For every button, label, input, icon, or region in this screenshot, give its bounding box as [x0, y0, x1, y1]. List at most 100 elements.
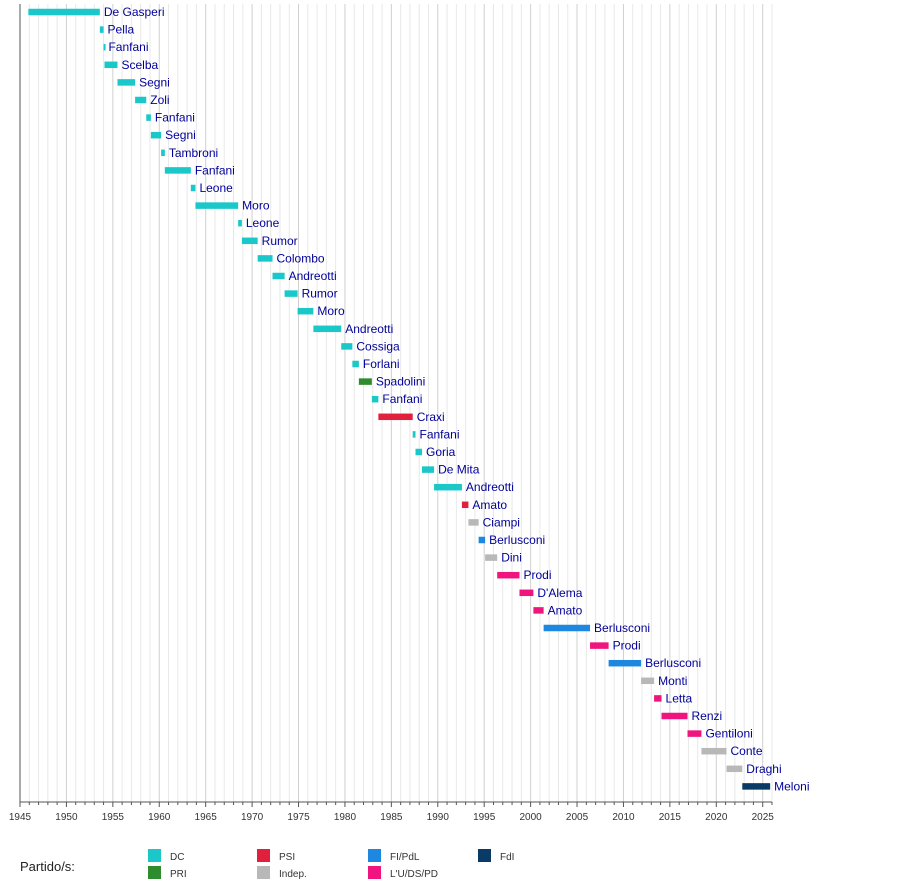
bar-label: Andreotti — [345, 322, 393, 336]
bar — [533, 607, 544, 614]
bar-label: Fanfani — [419, 427, 459, 441]
bar — [135, 96, 147, 104]
x-tick-label: 1965 — [195, 812, 218, 823]
bar — [313, 325, 342, 333]
x-tick-label: 1950 — [55, 812, 78, 823]
bar — [164, 167, 191, 174]
bar-label: Pella — [108, 23, 135, 37]
bar-label: Andreotti — [289, 269, 337, 283]
bar — [378, 413, 413, 421]
x-tick-label: 1985 — [380, 812, 403, 823]
bar — [150, 131, 162, 139]
bar — [272, 272, 285, 280]
bar-label: Monti — [658, 674, 687, 688]
legend-label: DC — [170, 852, 184, 863]
bar — [590, 642, 609, 649]
x-tick-label: 1980 — [334, 812, 357, 823]
bar — [297, 307, 314, 315]
bar-label: Zoli — [150, 93, 169, 107]
x-tick-label: 1990 — [427, 812, 450, 823]
bar — [190, 184, 196, 192]
legend-label: FdI — [500, 852, 514, 863]
bar-label: Amato — [548, 603, 583, 617]
bar-label: Berlusconi — [645, 656, 701, 670]
legend-swatch — [148, 866, 161, 879]
bar — [412, 431, 416, 438]
bar-label: De Gasperi — [104, 5, 165, 19]
bar — [103, 43, 106, 51]
bar — [461, 501, 469, 509]
bar-label: Moro — [317, 304, 345, 318]
x-tick-label: 2020 — [705, 812, 728, 823]
bar — [161, 149, 165, 157]
bar — [146, 114, 151, 121]
legend-swatch — [368, 849, 381, 862]
bar-label: Rumor — [262, 234, 298, 248]
bar-label: Draghi — [746, 762, 781, 776]
x-tick-label: 1970 — [241, 812, 264, 823]
bar-label: Craxi — [417, 410, 445, 424]
bar-label: Forlani — [363, 357, 400, 371]
bar — [478, 536, 486, 544]
legend-label: PRI — [170, 869, 187, 880]
bar — [434, 483, 462, 491]
bars-layer: De Gasperi Pella Fanfani Scelba Segni Zoli Fan… — [28, 5, 810, 793]
bar — [654, 695, 662, 702]
bar — [497, 571, 520, 579]
bar-label: Moro — [242, 199, 270, 213]
bar-label: Colombo — [277, 251, 325, 265]
legend-swatch — [257, 849, 270, 862]
x-tick-label: 1945 — [9, 812, 32, 823]
bar-label: Segni — [139, 75, 170, 89]
legend-label: L'U/DS/PD — [390, 869, 438, 880]
bar — [284, 290, 298, 297]
bar — [661, 712, 688, 720]
legend-label: Indep. — [279, 869, 307, 880]
bar-label: Fanfani — [195, 163, 235, 177]
legend: Partido/s: DC PRI PSI Indep. FI/PdL L'U/DS/PD F… — [20, 849, 514, 880]
bar — [352, 360, 359, 368]
bar — [104, 61, 118, 69]
bar — [519, 589, 534, 597]
bar-label: De Mita — [438, 463, 480, 477]
bar-label: Meloni — [774, 779, 809, 793]
x-axis: 1945 1950 1955 1960 1965 1970 1975 1980 1985 1990… — [9, 4, 774, 823]
bar-label: D'Alema — [537, 586, 582, 600]
legend-label: PSI — [279, 852, 295, 863]
legend-title: Partido/s: — [20, 859, 75, 874]
bar — [701, 747, 727, 755]
x-tick-label: 1975 — [287, 812, 310, 823]
bar — [195, 202, 239, 209]
bar — [543, 624, 591, 632]
bar — [742, 783, 771, 790]
bar — [358, 378, 372, 385]
bar-label: Berlusconi — [594, 621, 650, 635]
bar-label: Cossiga — [356, 339, 400, 353]
bar — [257, 255, 273, 262]
bar-label: Fanfani — [108, 40, 148, 54]
bar — [468, 519, 479, 526]
x-tick-label: 2010 — [612, 812, 635, 823]
bar-label: Prodi — [523, 568, 551, 582]
x-tick-label: 1995 — [473, 812, 496, 823]
x-tick-label: 2015 — [659, 812, 682, 823]
bar-label: Fanfani — [382, 392, 422, 406]
bar-label: Renzi — [692, 709, 723, 723]
bar — [371, 395, 379, 403]
bar-label: Dini — [501, 551, 522, 565]
grid-lines — [19, 4, 773, 802]
bar-label: Tambroni — [169, 146, 218, 160]
bar-label: Ciampi — [483, 515, 520, 529]
legend-label: FI/PdL — [390, 852, 420, 863]
bar-label: Amato — [472, 498, 507, 512]
bar — [415, 448, 422, 456]
bar-label: Goria — [426, 445, 456, 459]
bar — [99, 26, 104, 33]
bar — [241, 237, 258, 245]
legend-swatch — [148, 849, 161, 862]
x-tick-label: 2025 — [752, 812, 775, 823]
legend-swatch — [478, 849, 491, 862]
legend-swatch — [257, 866, 270, 879]
bar-label: Leone — [199, 181, 233, 195]
